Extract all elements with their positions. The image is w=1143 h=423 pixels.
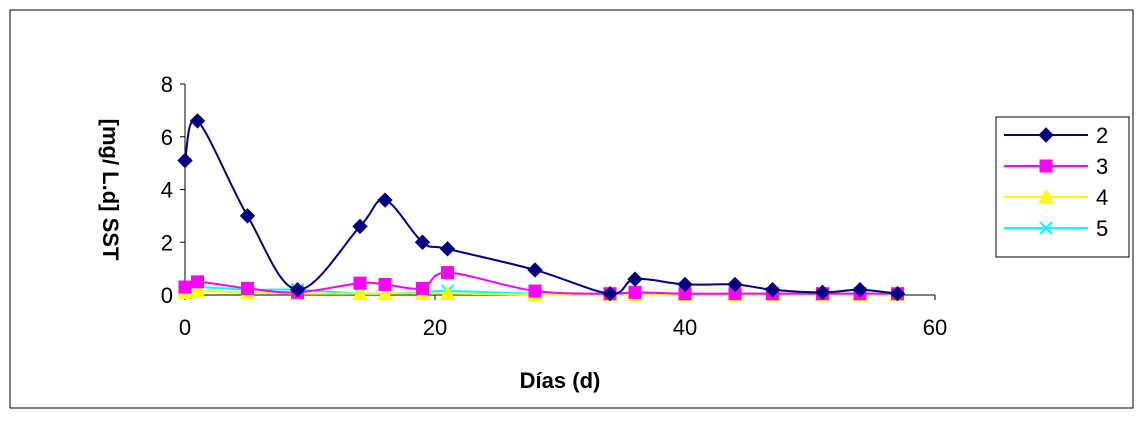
data-point-series-2 bbox=[852, 282, 868, 298]
data-point-series-2 bbox=[602, 285, 618, 302]
x-tick-label: 60 bbox=[923, 315, 947, 340]
data-point-series-2 bbox=[239, 208, 256, 224]
x-axis-title: Días (d) bbox=[520, 368, 601, 393]
data-point-series-2 bbox=[727, 276, 743, 293]
legend-label: 5 bbox=[1096, 216, 1108, 241]
series-layer bbox=[177, 113, 906, 302]
legend-item-5: 5 bbox=[1004, 216, 1108, 241]
data-point-series-3 bbox=[191, 275, 204, 289]
data-point-series-2 bbox=[352, 218, 368, 235]
data-point-series-3 bbox=[441, 266, 454, 280]
data-point-series-3 bbox=[241, 281, 254, 295]
data-point-series-2 bbox=[289, 282, 306, 298]
data-point-series-2 bbox=[677, 276, 693, 293]
y-tick-label: 4 bbox=[161, 178, 173, 203]
legend-item-2: 2 bbox=[1004, 123, 1108, 148]
y-tick-label: 0 bbox=[161, 283, 173, 308]
legend-marker bbox=[1039, 221, 1053, 235]
data-point-series-4 bbox=[189, 282, 206, 298]
data-point-series-3 bbox=[378, 277, 392, 291]
series-2 bbox=[177, 113, 906, 302]
legend-label: 4 bbox=[1096, 185, 1108, 210]
legend-label: 2 bbox=[1096, 123, 1108, 148]
x-tick-label: 0 bbox=[179, 315, 191, 340]
axis-ticks: 0 20 40 60 0 2 4 6 8 bbox=[161, 72, 947, 340]
legend-marker bbox=[1038, 188, 1054, 204]
legend-marker bbox=[1039, 159, 1053, 173]
data-point-series-2 bbox=[189, 113, 206, 129]
x-tick-label: 40 bbox=[673, 315, 697, 340]
data-point-series-3 bbox=[628, 285, 642, 299]
data-point-series-2 bbox=[527, 262, 543, 278]
data-point-series-2 bbox=[414, 234, 431, 250]
legend: 2 3 4 5 bbox=[995, 116, 1130, 258]
legend-label: 3 bbox=[1096, 154, 1108, 179]
data-point-series-3 bbox=[528, 284, 542, 298]
data-point-series-4 bbox=[352, 285, 368, 301]
legend-item-4: 4 bbox=[1004, 185, 1108, 210]
x-tick-label: 20 bbox=[423, 315, 447, 340]
chart-border bbox=[9, 9, 1134, 409]
data-point-series-2 bbox=[377, 192, 393, 208]
y-tick-label: 8 bbox=[161, 72, 173, 97]
y-tick-label: 2 bbox=[161, 230, 173, 255]
data-point-series-4 bbox=[439, 285, 456, 301]
data-point-series-2 bbox=[889, 285, 906, 302]
y-axis-title: [mg/ L.d] SST bbox=[98, 119, 123, 261]
legend-marker bbox=[1038, 127, 1054, 143]
data-point-series-2 bbox=[627, 271, 643, 287]
legend-box bbox=[995, 116, 1130, 258]
y-tick-label: 6 bbox=[161, 125, 173, 150]
data-point-series-3 bbox=[178, 280, 192, 294]
data-point-series-3 bbox=[416, 281, 429, 295]
data-point-series-2 bbox=[177, 152, 193, 169]
plot-layer: 0 20 40 60 0 2 4 6 8 bbox=[161, 72, 947, 340]
legend-item-3: 3 bbox=[1004, 154, 1108, 179]
data-point-series-4 bbox=[377, 285, 393, 301]
data-point-series-2 bbox=[814, 284, 831, 301]
data-point-series-2 bbox=[439, 241, 456, 257]
data-point-series-3 bbox=[353, 276, 367, 290]
data-point-series-2 bbox=[764, 282, 781, 298]
